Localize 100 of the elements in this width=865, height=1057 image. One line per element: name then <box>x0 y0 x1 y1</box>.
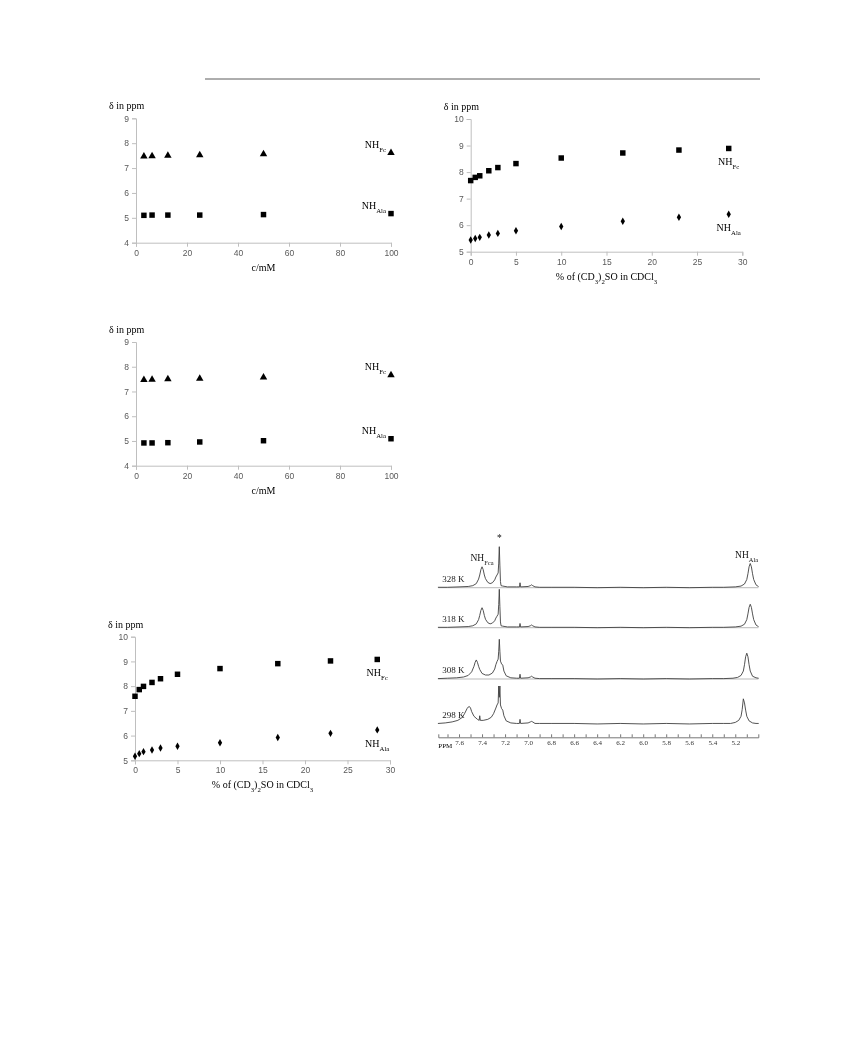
x-tick-label: 20 <box>300 765 311 776</box>
y-tick-label: 6 <box>458 220 464 231</box>
x-axis-title: c/mM <box>251 261 276 273</box>
point <box>196 374 204 381</box>
y-tick-label: 8 <box>124 361 130 372</box>
point <box>558 155 564 161</box>
series-label: NH$_{Ala}$ <box>716 222 741 236</box>
y-tick-label: 7 <box>123 706 129 717</box>
y-tick-label: 5 <box>123 755 129 766</box>
point <box>513 160 519 167</box>
point <box>165 212 171 218</box>
x-tick-label: 25 <box>343 765 353 776</box>
series-label: NH$_{Fc}$ <box>366 667 388 681</box>
y-tick-label: 8 <box>124 138 130 149</box>
x-tick-label: 20 <box>182 470 193 481</box>
y-tick-label: 9 <box>124 113 130 124</box>
point <box>164 374 172 382</box>
y-tick-label: 6 <box>124 188 130 199</box>
x-tick-label: 10 <box>215 765 226 776</box>
x-tick-label: 80 <box>335 470 346 481</box>
point <box>197 212 203 218</box>
point <box>141 440 147 446</box>
point <box>259 373 268 380</box>
y-tick-label: 9 <box>458 140 464 151</box>
point <box>149 679 155 686</box>
x-tick-label: 0 <box>134 470 140 481</box>
series-label: NH$_{Ala}$ <box>361 199 386 214</box>
x-tick-label: 0 <box>134 247 140 258</box>
x-tick-label: 100 <box>384 247 399 258</box>
y-tick-label: 8 <box>123 681 129 692</box>
point <box>477 173 483 179</box>
y-tick-label: 7 <box>124 386 130 397</box>
series-label: NH$_{Fc}$ <box>364 361 386 375</box>
series-label: 298 K <box>442 709 466 720</box>
point <box>140 375 148 382</box>
point <box>148 375 156 382</box>
x-tick-label: 0 <box>133 765 139 776</box>
point <box>149 746 155 754</box>
series-label: 308 K <box>442 665 466 675</box>
annotation: * <box>496 532 502 543</box>
y-axis-title: δ in ppm <box>108 618 144 630</box>
x-tick-label: 40 <box>233 470 244 481</box>
point <box>676 213 682 221</box>
x-tick-label: 100 <box>384 470 399 481</box>
y-axis-title: δ in ppm <box>109 100 145 112</box>
y-tick-label: 9 <box>123 656 129 667</box>
point <box>620 150 626 156</box>
x-tick-label: 20 <box>647 256 658 267</box>
point <box>275 660 281 667</box>
point <box>140 152 148 159</box>
y-tick-label: 10 <box>454 114 464 125</box>
y-tick-label: 8 <box>458 167 464 178</box>
point <box>387 148 395 156</box>
point <box>197 439 203 445</box>
point <box>149 440 155 446</box>
point <box>196 150 204 158</box>
annotation: NH$_{Fca}$ <box>470 552 494 566</box>
series-label: NH$_{Ala}$ <box>365 737 390 752</box>
y-tick-label: 6 <box>123 730 129 741</box>
x-tick-label: 5 <box>175 765 181 776</box>
x-tick-label: 20 <box>182 247 193 258</box>
point <box>148 151 156 159</box>
y-axis-title: δ in ppm <box>443 101 480 112</box>
x-axis-title: % of (CD$_{3}$)$_{2}$SO in CDCl$_{3}$ <box>555 270 658 285</box>
x-axis-title: % of (CD$_{3}$)$_{2}$SO in CDCl$_{3}$ <box>211 779 314 793</box>
y-tick-label: 4 <box>124 237 130 248</box>
x-tick-label: 60 <box>284 470 295 481</box>
x-tick-label: 15 <box>602 256 612 267</box>
point <box>327 658 334 664</box>
series-label: NH$_{Fc}$ <box>364 138 386 153</box>
point <box>217 739 223 747</box>
point <box>387 370 395 378</box>
point <box>165 439 171 446</box>
x-tick-label: 0 <box>468 256 474 267</box>
point <box>217 665 223 672</box>
point <box>513 227 519 235</box>
x-tick-label: 30 <box>385 765 396 776</box>
y-tick-label: 7 <box>458 193 464 204</box>
y-axis-title: δ in ppm <box>109 324 145 335</box>
x-tick-label: 40 <box>233 247 244 258</box>
y-tick-label: 5 <box>124 436 130 447</box>
y-tick-label: 5 <box>124 213 130 224</box>
point <box>141 212 147 219</box>
series-label: 318 K <box>442 613 466 624</box>
x-tick-label: 30 <box>738 256 748 267</box>
series-label: NH$_{Fc}$ <box>718 156 740 170</box>
x-tick-label: 10 <box>557 256 567 267</box>
annotation: NH$_{Ala}$ <box>735 549 759 563</box>
y-tick-label: 9 <box>124 337 130 348</box>
point <box>388 210 394 217</box>
point <box>676 147 682 153</box>
x-tick-label: 60 <box>284 247 295 258</box>
x-axis-title: c/mM <box>251 484 276 496</box>
point <box>164 151 172 158</box>
point <box>132 693 138 700</box>
y-tick-label: 6 <box>124 411 130 422</box>
y-tick-label: 10 <box>118 631 129 642</box>
point <box>495 164 501 171</box>
point <box>486 168 492 174</box>
series-label: 328 K <box>442 573 466 584</box>
